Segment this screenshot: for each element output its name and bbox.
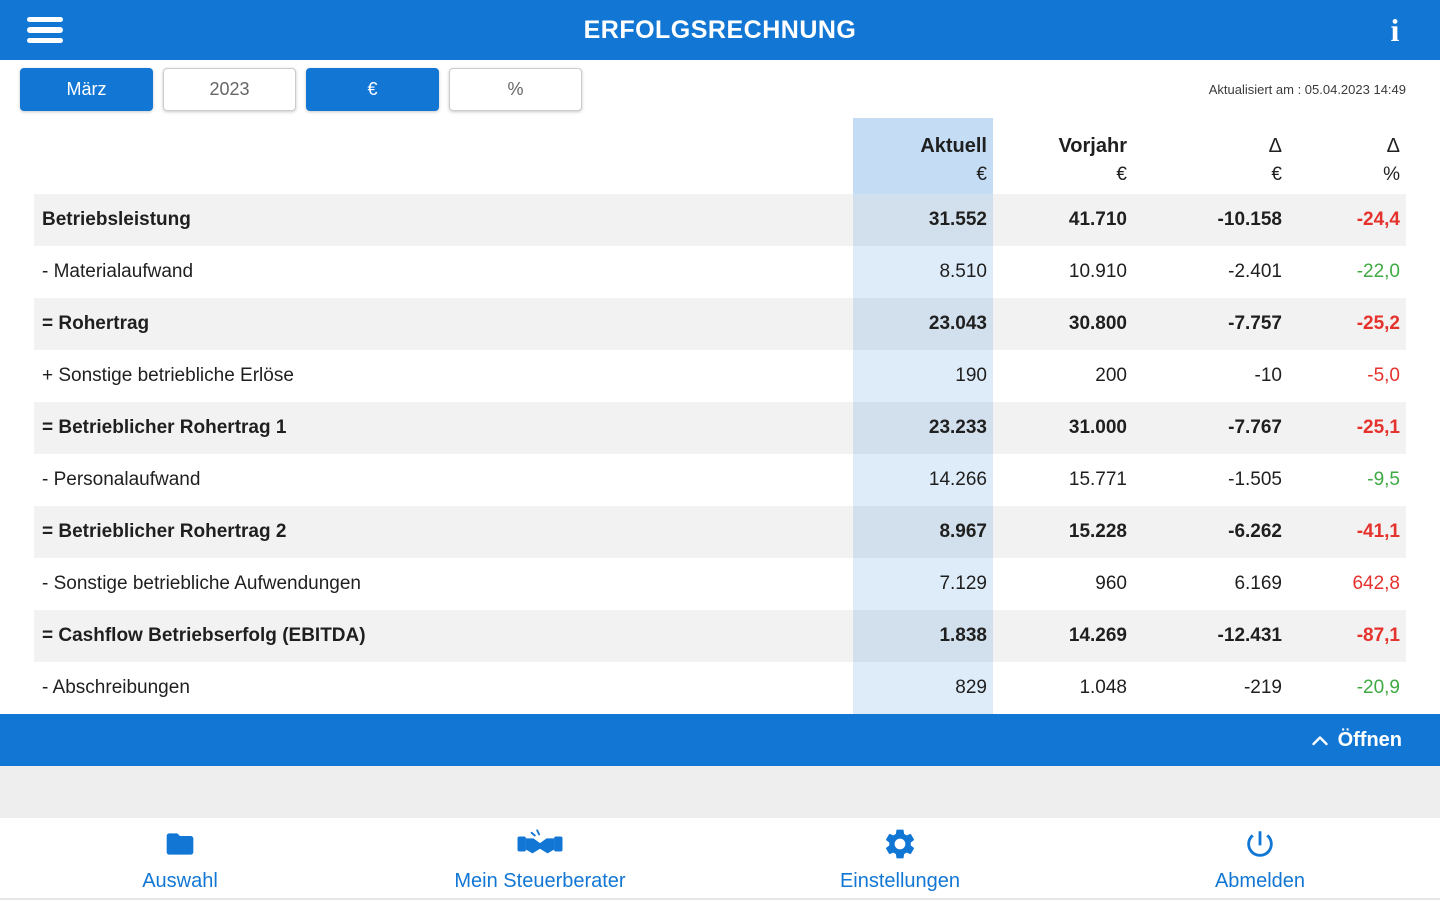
content-band: [0, 766, 1440, 818]
nav-item-label: Auswahl: [142, 869, 218, 892]
expander-label: Öffnen: [1337, 728, 1402, 751]
cell-aktuell: 23.043: [853, 298, 993, 350]
hamburger-icon: [27, 16, 63, 23]
cell-delta-pct: -25,1: [1356, 417, 1400, 438]
row-label: + Sonstige betriebliche Erlöse: [42, 365, 294, 386]
currency-toggle-button[interactable]: €: [306, 67, 439, 111]
cell-delta-pct: -9,5: [1367, 469, 1400, 490]
cell-vorjahr: 10.910: [1068, 261, 1127, 282]
cell-aktuell: 14.266: [853, 454, 993, 506]
cell-delta-eur: -1.505: [1228, 469, 1282, 490]
table-row[interactable]: + Sonstige betriebliche Erlöse 190 200 -…: [34, 350, 1406, 402]
report-table: Aktuell € Vorjahr € Δ € Δ %: [34, 118, 1406, 714]
cell-aktuell: 1.838: [853, 610, 993, 662]
column-header-vorjahr: Vorjahr €: [1058, 135, 1127, 185]
table-row[interactable]: Betriebsleistung 31.552 41.710 -10.158 -…: [34, 194, 1406, 246]
column-header-delta-pct: Δ %: [1383, 135, 1400, 185]
filter-bar: März 2023 € % Aktualisiert am : 05.04.20…: [0, 60, 1440, 118]
row-label: - Abschreibungen: [42, 677, 190, 698]
app-header: ERFOLGSRECHNUNG i: [0, 0, 1440, 60]
cell-vorjahr: 1.048: [1079, 677, 1127, 698]
row-label: - Sonstige betriebliche Aufwendungen: [42, 573, 362, 594]
nav-item-label: Einstellungen: [839, 869, 961, 892]
label-column-header: [34, 118, 853, 194]
expander-bar[interactable]: Öffnen: [0, 714, 1440, 766]
table-row[interactable]: - Sonstige betriebliche Aufwendungen 7.1…: [34, 558, 1406, 610]
cell-delta-pct: 642,8: [1352, 573, 1400, 594]
cell-aktuell: 8.510: [853, 246, 993, 298]
bottom-nav: Auswahl Mein Steuerberater Einstellungen: [0, 818, 1440, 900]
cell-aktuell: 7.129: [853, 558, 993, 610]
row-label: = Betrieblicher Rohertrag 2: [42, 521, 287, 542]
gear-icon: [882, 824, 918, 864]
table-row[interactable]: - Personalaufwand 14.266 15.771 -1.505 -…: [34, 454, 1406, 506]
year-filter-button[interactable]: 2023: [163, 67, 296, 111]
cell-vorjahr: 31.000: [1068, 417, 1127, 438]
percent-toggle-button[interactable]: %: [449, 67, 582, 111]
table-row[interactable]: = Rohertrag 23.043 30.800 -7.757 -25,2: [34, 298, 1406, 350]
table-row[interactable]: - Abschreibungen 829 1.048 -219 -20,9: [34, 662, 1406, 714]
cell-delta-pct: -41,1: [1356, 521, 1400, 542]
nav-item-abmelden[interactable]: Abmelden: [1080, 818, 1440, 898]
cell-aktuell: 23.233: [853, 402, 993, 454]
cell-aktuell: 829: [853, 662, 993, 714]
cell-aktuell: 190: [853, 350, 993, 402]
chevron-up-icon: [1311, 735, 1328, 745]
cell-vorjahr: 41.710: [1068, 209, 1127, 230]
row-label: = Rohertrag: [42, 313, 150, 334]
nav-item-einstellungen[interactable]: Einstellungen: [720, 818, 1080, 898]
cell-delta-eur: -6.262: [1228, 521, 1282, 542]
cell-delta-eur: -7.757: [1228, 313, 1282, 334]
cell-vorjahr: 30.800: [1068, 313, 1127, 334]
nav-item-label: Abmelden: [1214, 869, 1306, 892]
row-label: - Materialaufwand: [42, 261, 194, 282]
nav-item-auswahl[interactable]: Auswahl: [0, 818, 360, 898]
cell-delta-eur: -10.158: [1217, 209, 1282, 230]
cell-vorjahr: 15.771: [1068, 469, 1127, 490]
menu-button[interactable]: [21, 11, 69, 50]
row-label: = Betrieblicher Rohertrag 1: [42, 417, 287, 438]
row-label: Betriebsleistung: [42, 209, 191, 230]
table-header-row: Aktuell € Vorjahr € Δ € Δ %: [34, 118, 1406, 194]
row-label: - Personalaufwand: [42, 469, 201, 490]
cell-delta-pct: -5,0: [1367, 365, 1400, 386]
month-filter-button[interactable]: März: [20, 67, 153, 111]
cell-vorjahr: 200: [1095, 365, 1127, 386]
table-row[interactable]: = Cashflow Betriebserfolg (EBITDA) 1.838…: [34, 610, 1406, 662]
report-table-wrap: Aktuell € Vorjahr € Δ € Δ %: [0, 118, 1440, 714]
cell-delta-pct: -20,9: [1356, 677, 1400, 698]
nav-item-mein-steuerberater[interactable]: Mein Steuerberater: [360, 818, 720, 898]
cell-vorjahr: 15.228: [1068, 521, 1127, 542]
cell-delta-eur: -2.401: [1228, 261, 1282, 282]
table-body: Betriebsleistung 31.552 41.710 -10.158 -…: [34, 194, 1406, 714]
cell-delta-eur: -10: [1254, 365, 1282, 386]
cell-vorjahr: 14.269: [1068, 625, 1127, 646]
column-header-aktuell: Aktuell €: [853, 118, 993, 194]
cell-delta-eur: -219: [1243, 677, 1282, 698]
cell-delta-pct: -24,4: [1356, 209, 1400, 230]
cell-delta-pct: -25,2: [1356, 313, 1400, 334]
folder-icon: [161, 824, 199, 864]
cell-aktuell: 8.967: [853, 506, 993, 558]
nav-item-label: Mein Steuerberater: [454, 869, 626, 892]
cell-delta-eur: 6.169: [1234, 573, 1282, 594]
cell-aktuell: 31.552: [853, 194, 993, 246]
page-title: ERFOLGSRECHNUNG: [583, 15, 857, 44]
table-row[interactable]: = Betrieblicher Rohertrag 1 23.233 31.00…: [34, 402, 1406, 454]
cell-vorjahr: 960: [1095, 573, 1127, 594]
cell-delta-eur: -12.431: [1217, 625, 1282, 646]
updated-timestamp: Aktualisiert am : 05.04.2023 14:49: [1208, 81, 1406, 97]
cell-delta-eur: -7.767: [1228, 417, 1282, 438]
handshake-icon: [517, 824, 563, 864]
power-icon: [1243, 824, 1277, 864]
info-button[interactable]: i: [1391, 14, 1400, 46]
cell-delta-pct: -87,1: [1356, 625, 1400, 646]
info-icon: i: [1390, 12, 1400, 48]
table-row[interactable]: = Betrieblicher Rohertrag 2 8.967 15.228…: [34, 506, 1406, 558]
column-header-delta-eur: Δ €: [1268, 135, 1282, 185]
table-row[interactable]: - Materialaufwand 8.510 10.910 -2.401 -2…: [34, 246, 1406, 298]
cell-delta-pct: -22,0: [1356, 261, 1400, 282]
row-label: = Cashflow Betriebserfolg (EBITDA): [42, 625, 366, 646]
